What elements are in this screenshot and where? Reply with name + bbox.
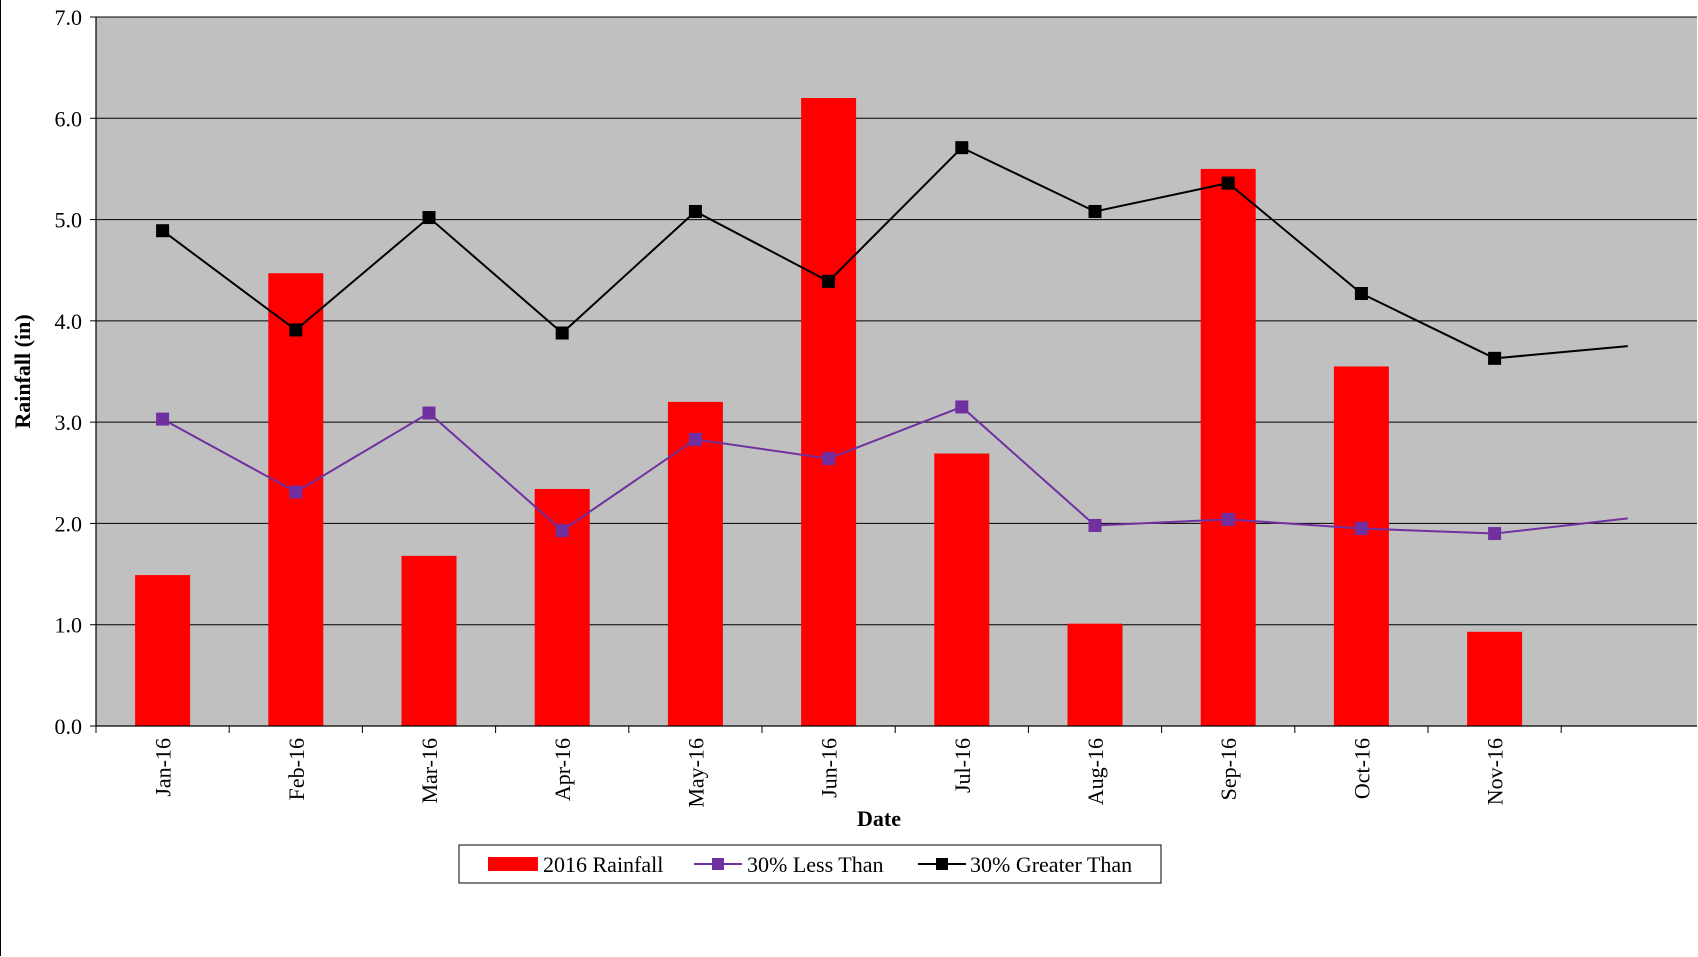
y-tick-label: 3.0 (55, 410, 83, 435)
bar (268, 273, 324, 726)
data-point (1354, 521, 1368, 535)
data-point (1088, 204, 1102, 218)
legend: 2016 Rainfall 30% Less Than 30% Greater … (458, 844, 1162, 884)
series-line (162, 146, 1628, 360)
series-line (162, 405, 1628, 535)
data-point (1088, 518, 1102, 532)
x-tick-label: Mar-16 (417, 738, 442, 804)
y-tick-label: 4.0 (55, 309, 83, 334)
x-tick-label: Jan-16 (151, 738, 176, 797)
plot-area (96, 17, 1697, 726)
x-tick-label: Apr-16 (550, 738, 575, 801)
x-tick-label: Jul-16 (950, 738, 975, 793)
bar (1200, 168, 1256, 726)
data-point (1488, 527, 1502, 541)
x-tick-label: Sep-16 (1216, 738, 1241, 800)
x-tick-label: Feb-16 (284, 738, 309, 800)
data-point (1221, 512, 1235, 526)
bar (667, 401, 723, 726)
y-tick-label: 2.0 (55, 511, 83, 536)
data-point (822, 452, 836, 466)
y-tick-label: 7.0 (55, 5, 83, 30)
gridlines (96, 16, 1697, 626)
data-point (156, 224, 170, 238)
data-point (822, 274, 836, 288)
data-point (688, 204, 702, 218)
data-point (688, 432, 702, 446)
bar (135, 575, 191, 726)
legend-marker-less (712, 858, 724, 870)
x-tick-label: Nov-16 (1483, 738, 1508, 805)
y-tick-label: 6.0 (55, 106, 83, 131)
line-series (156, 141, 1628, 541)
bar (1067, 623, 1123, 726)
data-point (955, 141, 969, 155)
y-tick-label: 0.0 (55, 714, 83, 739)
data-point (1354, 287, 1368, 301)
x-tick-label: Aug-16 (1083, 738, 1108, 805)
x-tick-label: Oct-16 (1349, 738, 1374, 799)
bar (1467, 631, 1523, 726)
x-tick-label: Jun-16 (817, 738, 842, 798)
y-tick-label: 5.0 (55, 208, 83, 233)
data-point (555, 524, 569, 538)
data-point (156, 412, 170, 426)
data-point (555, 326, 569, 340)
bar (934, 453, 990, 726)
axes (90, 16, 1697, 733)
legend-label-greater: 30% Greater Than (970, 852, 1132, 877)
x-tick-label: May-16 (683, 738, 708, 808)
data-point (955, 400, 969, 414)
tick-labels: 0.0 1.0 2.0 3.0 4.0 5.0 6.0 7.0 Jan-16 Feb-16 Mar-… (55, 5, 1508, 808)
bar (401, 555, 457, 726)
data-point (289, 485, 303, 499)
legend-swatch-rainfall (488, 857, 538, 871)
x-axis-title: Date (857, 806, 901, 831)
data-point (1221, 176, 1235, 190)
data-point (1488, 351, 1502, 365)
bar (1333, 366, 1389, 726)
legend-marker-greater (936, 858, 948, 870)
data-point (422, 406, 436, 420)
legend-label-less: 30% Less Than (747, 852, 883, 877)
data-point (289, 323, 303, 337)
bar (801, 98, 857, 727)
y-tick-label: 1.0 (55, 613, 83, 638)
y-axis-title: Rainfall (in) (10, 314, 35, 428)
data-point (422, 211, 436, 225)
legend-label-rainfall: 2016 Rainfall (543, 852, 663, 877)
legend-box (458, 844, 1162, 884)
